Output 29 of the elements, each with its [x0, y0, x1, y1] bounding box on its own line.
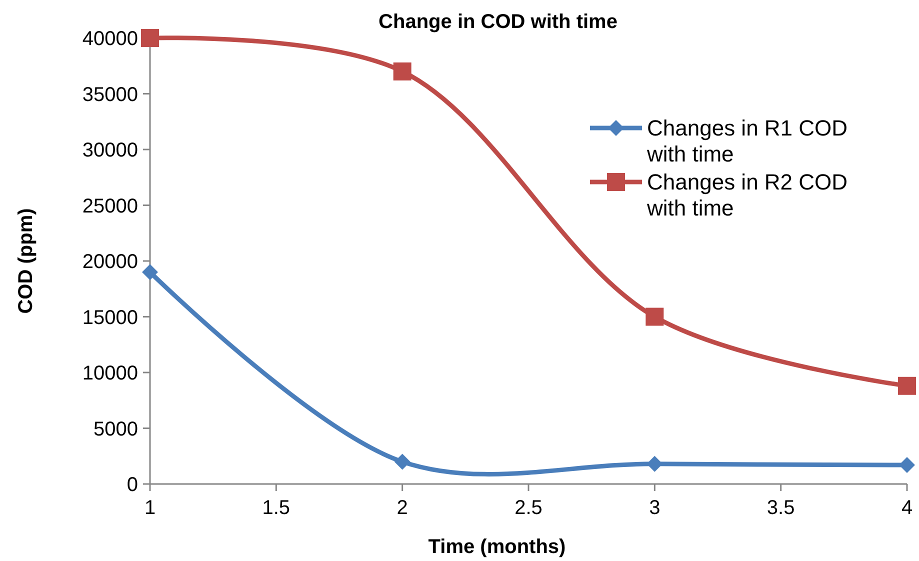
- y-tick-label: 10000: [82, 362, 138, 384]
- point: [899, 457, 915, 474]
- y-tick-label: 25000: [82, 195, 138, 218]
- y-tick-label: 5000: [94, 418, 138, 440]
- x-tick-label: 4: [901, 497, 913, 519]
- point: [394, 454, 410, 470]
- x-axis-title: Time (months): [428, 536, 566, 558]
- x-tick-label: 2.5: [514, 497, 542, 519]
- y-axis-title: COD (ppm): [15, 208, 37, 314]
- y-tick-label: 20000: [82, 251, 138, 273]
- point: [898, 376, 916, 395]
- y-tick-label: 35000: [82, 84, 138, 106]
- legend-label: Changes in R2 COD with time: [646, 170, 848, 221]
- point: [646, 456, 663, 472]
- point: [646, 308, 664, 326]
- point: [141, 29, 159, 47]
- legend-label: Changes in R1 COD with time: [646, 116, 848, 167]
- x-tick-label: 2: [396, 497, 408, 519]
- point: [142, 264, 158, 280]
- y-tick-label: 0: [126, 474, 138, 496]
- x-tick-label: 1: [144, 497, 156, 519]
- x-tick-label: 3.5: [766, 497, 795, 519]
- y-tick-label: 30000: [82, 140, 138, 162]
- y-tick-label: 40000: [82, 28, 138, 50]
- point: [393, 62, 412, 80]
- chart-title: Change in COD with time: [378, 11, 618, 33]
- x-tick-label: 3: [649, 497, 660, 519]
- y-tick-label: 15000: [82, 306, 138, 329]
- x-tick-label: 1.5: [262, 497, 290, 519]
